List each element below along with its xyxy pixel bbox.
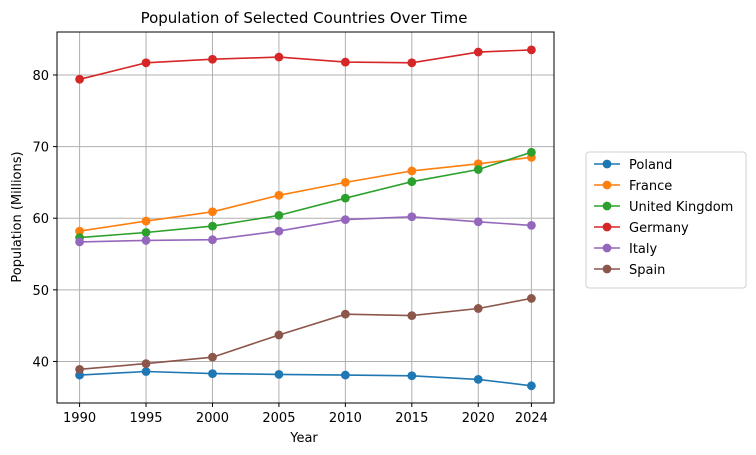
y-axis-label: Population (Millions) bbox=[10, 151, 25, 282]
legend-marker bbox=[602, 180, 612, 190]
data-point-france bbox=[340, 178, 350, 187]
data-point-united-kingdom bbox=[274, 210, 284, 220]
data-point-italy bbox=[141, 236, 151, 245]
grid bbox=[57, 32, 554, 403]
y-tick-label: 50 bbox=[32, 284, 49, 299]
legend: Poland France United Kingdom Germany Italy Sp… bbox=[585, 151, 747, 289]
data-point-spain bbox=[340, 309, 350, 319]
plot-frame bbox=[56, 31, 555, 404]
data-point-germany bbox=[75, 74, 84, 84]
data-point-spain bbox=[208, 352, 217, 362]
series-line-united-kingdom bbox=[79, 151, 532, 239]
data-point-spain bbox=[274, 330, 284, 340]
data-point-poland bbox=[208, 369, 217, 379]
legend-item-united-kingdom: United Kingdom bbox=[594, 200, 733, 215]
x-tick-label: 2010 bbox=[329, 411, 362, 426]
series-italy bbox=[75, 212, 536, 247]
legend-item-france: France bbox=[594, 179, 672, 194]
data-point-germany bbox=[473, 47, 483, 57]
x-tick-label: 2005 bbox=[262, 411, 295, 426]
data-point-france bbox=[75, 226, 84, 236]
legend-item-germany: Germany bbox=[594, 221, 689, 236]
series-line-france bbox=[79, 156, 532, 232]
legend-marker bbox=[602, 264, 612, 274]
legend-item-poland: Poland bbox=[594, 158, 672, 173]
legend-label: France bbox=[629, 179, 672, 194]
data-point-france bbox=[141, 216, 151, 226]
legend-marker bbox=[602, 201, 612, 211]
y-tick-label: 70 bbox=[32, 141, 49, 156]
data-point-italy bbox=[407, 212, 417, 222]
data-point-poland bbox=[340, 370, 350, 380]
data-point-france bbox=[274, 190, 284, 200]
series-poland bbox=[75, 367, 536, 391]
data-point-poland bbox=[407, 371, 417, 381]
axes: 1990 1995 2000 2005 2010 2015 2020 2024 40 50 60 70… bbox=[32, 69, 548, 426]
data-point-france bbox=[407, 166, 417, 176]
data-point-united-kingdom bbox=[340, 193, 350, 203]
y-tick-label: 40 bbox=[32, 355, 49, 370]
x-tick-label: 1990 bbox=[63, 411, 96, 426]
data-point-italy bbox=[340, 215, 350, 225]
data-point-united-kingdom bbox=[407, 177, 417, 187]
x-axis-label: Year bbox=[289, 431, 318, 446]
data-point-italy bbox=[274, 226, 284, 236]
y-tick-label: 80 bbox=[32, 69, 49, 84]
legend-label: Spain bbox=[629, 263, 665, 278]
series-united-kingdom bbox=[75, 147, 536, 242]
data-point-poland bbox=[527, 381, 536, 391]
data-point-italy bbox=[208, 235, 217, 245]
data-point-united-kingdom bbox=[141, 228, 151, 237]
legend-label: Poland bbox=[629, 158, 672, 173]
series-line-germany bbox=[79, 49, 532, 81]
x-tick-label: 2024 bbox=[515, 411, 548, 426]
legend-item-italy: Italy bbox=[594, 242, 658, 257]
data-point-spain bbox=[141, 359, 151, 369]
data-point-germany bbox=[527, 45, 536, 55]
x-tick-label: 2000 bbox=[196, 411, 229, 426]
data-point-spain bbox=[75, 364, 84, 374]
series-lines bbox=[75, 45, 536, 391]
data-point-germany bbox=[208, 54, 217, 64]
legend-label: Italy bbox=[629, 242, 658, 257]
data-point-germany bbox=[141, 58, 151, 68]
data-point-germany bbox=[340, 57, 350, 67]
data-point-italy bbox=[473, 217, 483, 227]
series-germany bbox=[75, 45, 536, 84]
data-point-united-kingdom bbox=[473, 165, 483, 174]
legend-label: United Kingdom bbox=[629, 200, 733, 215]
legend-box bbox=[585, 151, 747, 289]
chart-title: Population of Selected Countries Over Ti… bbox=[141, 9, 468, 27]
legend-marker bbox=[602, 222, 612, 232]
legend-item-spain: Spain bbox=[594, 263, 665, 278]
legend-label: Germany bbox=[629, 221, 689, 236]
series-line-italy bbox=[79, 215, 532, 243]
data-point-italy bbox=[75, 237, 84, 247]
data-point-poland bbox=[473, 374, 483, 384]
legend-marker bbox=[602, 243, 612, 253]
data-point-united-kingdom bbox=[208, 221, 217, 231]
series-france bbox=[75, 152, 536, 236]
data-point-france bbox=[208, 207, 217, 217]
series-spain bbox=[75, 294, 536, 374]
data-point-united-kingdom bbox=[527, 147, 536, 157]
data-point-germany bbox=[274, 52, 284, 62]
series-line-poland bbox=[79, 370, 532, 387]
data-point-poland bbox=[141, 367, 151, 376]
data-point-germany bbox=[407, 58, 417, 68]
data-point-spain bbox=[527, 294, 536, 303]
legend-marker bbox=[602, 159, 612, 169]
data-point-spain bbox=[407, 311, 417, 321]
y-tick-label: 60 bbox=[32, 212, 49, 227]
x-tick-label: 2015 bbox=[395, 411, 428, 426]
data-point-italy bbox=[527, 220, 536, 230]
data-point-spain bbox=[473, 304, 483, 313]
data-point-poland bbox=[274, 369, 284, 379]
x-tick-label: 2020 bbox=[462, 411, 495, 426]
x-tick-label: 1995 bbox=[129, 411, 162, 426]
series-line-spain bbox=[79, 297, 532, 371]
